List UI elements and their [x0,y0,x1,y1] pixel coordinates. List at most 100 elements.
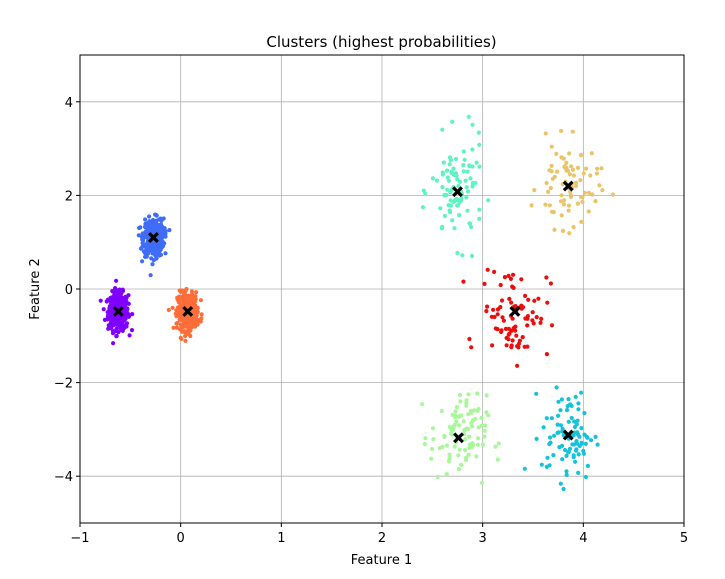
data-point [446,459,452,464]
data-point [575,165,581,170]
data-point [556,430,561,435]
data-point [549,323,555,328]
data-point [529,203,534,208]
data-point [560,228,566,233]
data-point [574,180,579,185]
data-point [485,267,490,272]
data-point [569,415,574,421]
data-point [123,294,128,300]
data-point [562,447,568,453]
cluster-3-points [420,114,491,259]
data-point [166,307,171,313]
data-point [456,183,461,189]
data-point [447,424,452,430]
data-point [579,194,584,200]
data-point [473,180,478,186]
data-point [536,296,541,301]
data-point [124,301,129,306]
data-point [491,307,496,312]
data-point [470,184,475,189]
data-point [445,187,450,192]
data-point [468,442,473,447]
data-point [565,404,570,409]
data-point [519,303,524,308]
data-point [575,418,580,423]
data-point [564,472,569,478]
data-point [499,298,505,303]
data-point [593,199,598,204]
data-point [586,209,591,214]
data-point [167,228,172,233]
data-point [519,277,524,282]
data-point [569,164,574,169]
data-point [456,198,461,203]
data-point [525,314,531,319]
data-point [479,480,485,485]
data-point [461,149,466,154]
data-point [506,273,511,278]
data-point [430,426,436,431]
data-point [189,316,194,321]
data-point [465,189,471,194]
data-point [610,192,616,197]
data-point [440,172,445,177]
data-point [520,335,525,340]
data-point [185,322,190,328]
data-point [111,323,116,328]
data-point [464,195,469,200]
data-point [545,455,550,460]
data-point [467,336,472,342]
data-point [469,345,474,350]
x-axis-label: Feature 1 [351,553,413,568]
data-point [422,442,427,447]
data-point [558,481,563,486]
x-tick-label: 4 [579,531,587,546]
centroid-marker [148,232,159,243]
data-point [129,328,135,333]
data-point [506,326,511,331]
data-point [539,316,544,321]
data-point [476,130,481,135]
data-point [179,336,184,341]
data-point [545,300,550,305]
data-point [194,307,199,312]
data-point [440,127,445,132]
data-point [155,222,160,227]
data-point [138,225,143,230]
data-point [571,453,576,458]
data-point [495,312,500,317]
data-point [430,176,435,181]
data-point [447,208,452,213]
centroid-marker [509,306,521,317]
data-point [438,206,443,211]
data-point [145,221,150,226]
data-point [582,190,588,195]
data-point [454,419,459,424]
data-point [461,163,466,168]
data-point [555,422,560,427]
data-point [556,399,561,404]
data-point [595,442,600,447]
data-point [440,185,445,190]
data-point [110,314,115,319]
data-point [463,178,468,183]
data-point [479,415,484,420]
data-point [452,444,457,449]
data-point [468,221,473,226]
data-point [567,151,572,156]
data-point [149,256,154,261]
data-point [440,224,445,229]
data-point [141,249,146,254]
data-point [492,269,497,274]
data-point [575,430,580,435]
centroid-marker [182,306,194,317]
data-point [549,209,555,214]
data-point [554,385,559,390]
data-point [446,203,451,208]
chart-title: Clusters (highest probabilities) [266,33,496,51]
data-point [546,189,551,194]
data-point [548,435,553,440]
data-point [482,434,487,439]
y-tick-label: 2 [65,189,73,204]
data-point [559,213,564,218]
